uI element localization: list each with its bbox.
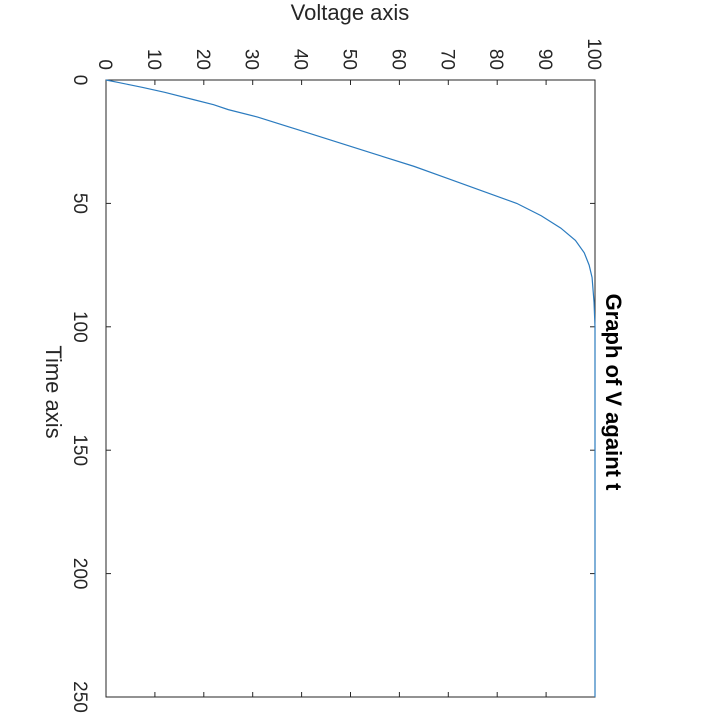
plot-frame <box>105 79 596 698</box>
x-tick-label: 250 <box>69 681 90 713</box>
axis-tick-labels: 0 10 20 30 40 50 60 70 80 90 100 0 50 100 150 200 250 <box>69 38 604 713</box>
y-tick-label: 10 <box>143 49 164 70</box>
y-tick-label: 50 <box>339 49 360 70</box>
y-tick-label: 80 <box>485 49 506 70</box>
chart-title: Graph of V againt t <box>601 294 626 491</box>
x-tick-label: 0 <box>69 75 90 86</box>
y-tick-label: 70 <box>436 49 457 70</box>
series-line <box>105 79 596 697</box>
x-tick-label: 150 <box>69 434 90 466</box>
y-tick-label: 20 <box>192 49 213 70</box>
y-tick-label: 40 <box>290 49 311 70</box>
x-tick-label: 50 <box>69 193 90 214</box>
y-axis-label: Voltage axis <box>291 0 410 25</box>
y-tick-label: 30 <box>241 49 262 70</box>
x-tick-label: 200 <box>69 558 90 590</box>
axis-ticks <box>105 79 596 698</box>
y-tick-label: 60 <box>387 49 408 70</box>
y-tick-label: 0 <box>94 59 115 70</box>
x-axis-label: Time axis <box>41 345 66 438</box>
y-tick-label: 100 <box>583 38 604 70</box>
x-tick-label: 100 <box>69 311 90 343</box>
y-tick-label: 90 <box>534 49 555 70</box>
